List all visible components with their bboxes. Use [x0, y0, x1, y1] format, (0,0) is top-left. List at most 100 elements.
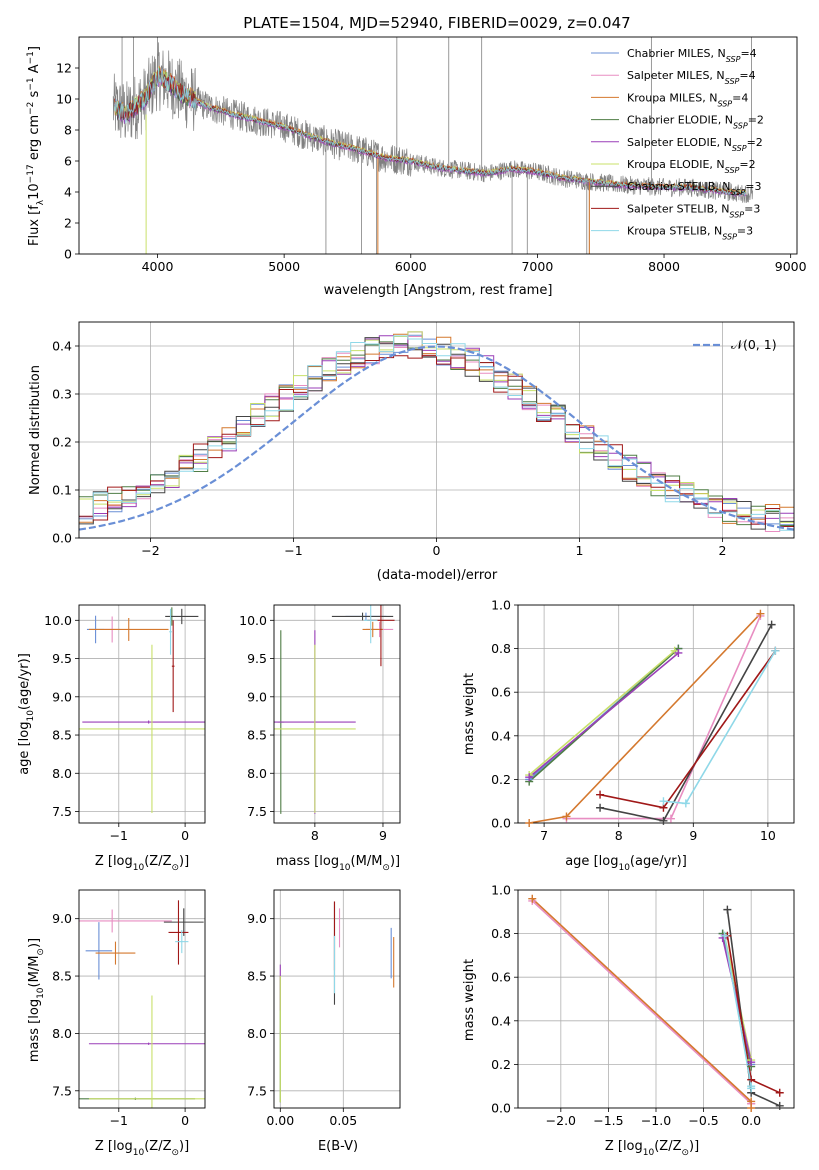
y-axis-label-weight_vs_age: mass weight — [462, 673, 477, 755]
y-tick-label: 10 — [56, 92, 72, 107]
y-tick-label: 0.4 — [491, 728, 511, 743]
y-tick-label: 0.0 — [491, 1101, 511, 1116]
plot-area-spectrum — [112, 37, 753, 254]
legend-sub: SSP — [731, 188, 746, 197]
legend-entry: Salpeter STELIB, NSSP=3 — [627, 202, 760, 219]
legend-text: Chabrier ELODIE, N — [627, 114, 733, 127]
label-part: E(B-V) — [318, 1139, 358, 1154]
label-part: −17 — [26, 164, 36, 183]
axes-frame — [78, 321, 795, 539]
x-tick-label: −1.0 — [641, 1113, 671, 1128]
weight-point — [674, 648, 683, 657]
label-part: Z [ — [605, 1139, 623, 1154]
axes-weight_vs_age: 7 8 9 10 0.0 0.2 0.4 0.6 0.8 1.0 — [491, 598, 795, 843]
y-tick-label: 7.5 — [52, 804, 72, 819]
weight-point — [723, 905, 732, 914]
label-part: 10 — [643, 1148, 655, 1158]
legend-suffix: =2 — [747, 136, 763, 149]
spectrum-data — [112, 42, 753, 203]
x-tick-label: 4000 — [142, 259, 174, 274]
weight-point — [528, 894, 537, 903]
legend-entry: Chabrier ELODIE, NSSP=2 — [627, 114, 764, 131]
plot-area-weight_vs_Z — [518, 890, 794, 1108]
legend-sub: SSP — [722, 232, 737, 241]
axes-spectrum: 4000 5000 6000 7000 8000 9000 0 2 4 6 8 10 12 — [56, 36, 807, 274]
label-part: A — [27, 64, 42, 77]
y-tick-label: 0.0 — [491, 816, 511, 831]
weight-point — [525, 773, 534, 782]
x-tick-label: −1 — [284, 543, 302, 558]
weight-series-7 — [599, 650, 777, 809]
x-tick-label: 0.0 — [741, 1113, 761, 1128]
legend-suffix: =3 — [745, 180, 761, 193]
y-tick-label: 0.3 — [52, 387, 72, 402]
label-part: (M/M — [27, 956, 42, 988]
legend-text: Kroupa ELODIE, N — [627, 158, 725, 171]
y-tick-label: 0 — [64, 247, 72, 262]
y-tick-label: 8.5 — [247, 969, 267, 984]
plot-area-age_vs_Z — [79, 605, 205, 823]
x-axis-label-age_vs_mass: mass [log10(M/M⊙)] — [276, 854, 400, 873]
label-part: 10 — [36, 987, 46, 999]
x-tick-label: −0.5 — [688, 1113, 718, 1128]
y-tick-label: 9.0 — [52, 911, 72, 926]
label-part: 10 — [618, 863, 630, 873]
weight-point — [596, 803, 605, 812]
axes-mass_vs_Z: −1 0 7.5 8.0 8.5 9.0 — [52, 889, 206, 1128]
x-tick-label: 0 — [181, 1113, 189, 1128]
normal-curve — [79, 345, 794, 531]
legend-sub: SSP — [732, 143, 747, 152]
label-part: ⊙ — [36, 948, 46, 956]
x-tick-label: −2 — [141, 543, 159, 558]
plot-area-residuals — [79, 322, 794, 538]
weight-series-8 — [723, 935, 753, 1089]
label-part: mass weight — [462, 959, 477, 1041]
legend-normal-label: 𝒩(0, 1) — [731, 337, 777, 352]
y-tick-label: 8.5 — [247, 728, 267, 743]
legend-entry: Chabrier MILES, NSSP=4 — [627, 47, 757, 64]
x-tick-label: 0 — [181, 828, 189, 843]
y-tick-label: 0.2 — [491, 772, 511, 787]
x-tick-label: 0.00 — [266, 1113, 294, 1128]
plot-area-age_vs_mass — [274, 605, 400, 823]
axes-frame — [78, 604, 206, 824]
figure-title: PLATE=1504, MJD=52940, FIBERID=0029, z=0… — [243, 14, 630, 32]
y-tick-label: 0.8 — [491, 641, 511, 656]
x-tick-label: 6000 — [395, 259, 427, 274]
x-tick-label: 8000 — [648, 259, 680, 274]
label-part: Z [ — [95, 1139, 113, 1154]
label-part: age [ — [17, 741, 32, 774]
legend-text: Salpeter ELODIE, N — [627, 136, 732, 149]
spectrum-model-7 — [114, 70, 746, 196]
legend-entry: Salpeter MILES, NSSP=4 — [627, 69, 756, 86]
label-part: log — [599, 854, 619, 869]
label-part: λ — [36, 199, 46, 205]
plot-area-mass_vs_ebv — [274, 890, 400, 1108]
axes-residuals: −2 −1 0 1 2 0.0 0.1 0.2 0.3 0.4 — [52, 321, 795, 558]
x-axis-label-weight_vs_age: age [log10(age/yr)] — [565, 854, 687, 873]
y-tick-label: 9.0 — [52, 689, 72, 704]
label-part: (Z/Z — [144, 854, 171, 869]
weight-point — [767, 620, 776, 629]
axes-frame — [273, 604, 401, 824]
x-tick-label: 7 — [540, 828, 548, 843]
label-part: age [ — [565, 854, 598, 869]
weight-point — [666, 814, 675, 823]
y-tick-label: 8.5 — [52, 969, 72, 984]
weight-series-2 — [531, 898, 753, 1108]
weight-point — [681, 799, 690, 808]
axes-frame — [78, 889, 206, 1109]
label-part: ⊙ — [171, 863, 179, 873]
weight-point — [775, 1101, 784, 1110]
legend-sub: SSP — [725, 77, 740, 86]
x-tick-label: 9000 — [775, 259, 807, 274]
y-tick-label: 7.5 — [247, 804, 267, 819]
y-tick-label: 8.0 — [52, 766, 72, 781]
label-part: −1 — [26, 77, 36, 90]
y-tick-label: 0.6 — [491, 970, 511, 985]
legend-entry: Chabrier STELIB, NSSP=3 — [627, 180, 761, 197]
legend-sub: SSP — [725, 166, 740, 175]
legend-suffix: =4 — [740, 47, 756, 60]
y-tick-label: 9.5 — [52, 651, 72, 666]
